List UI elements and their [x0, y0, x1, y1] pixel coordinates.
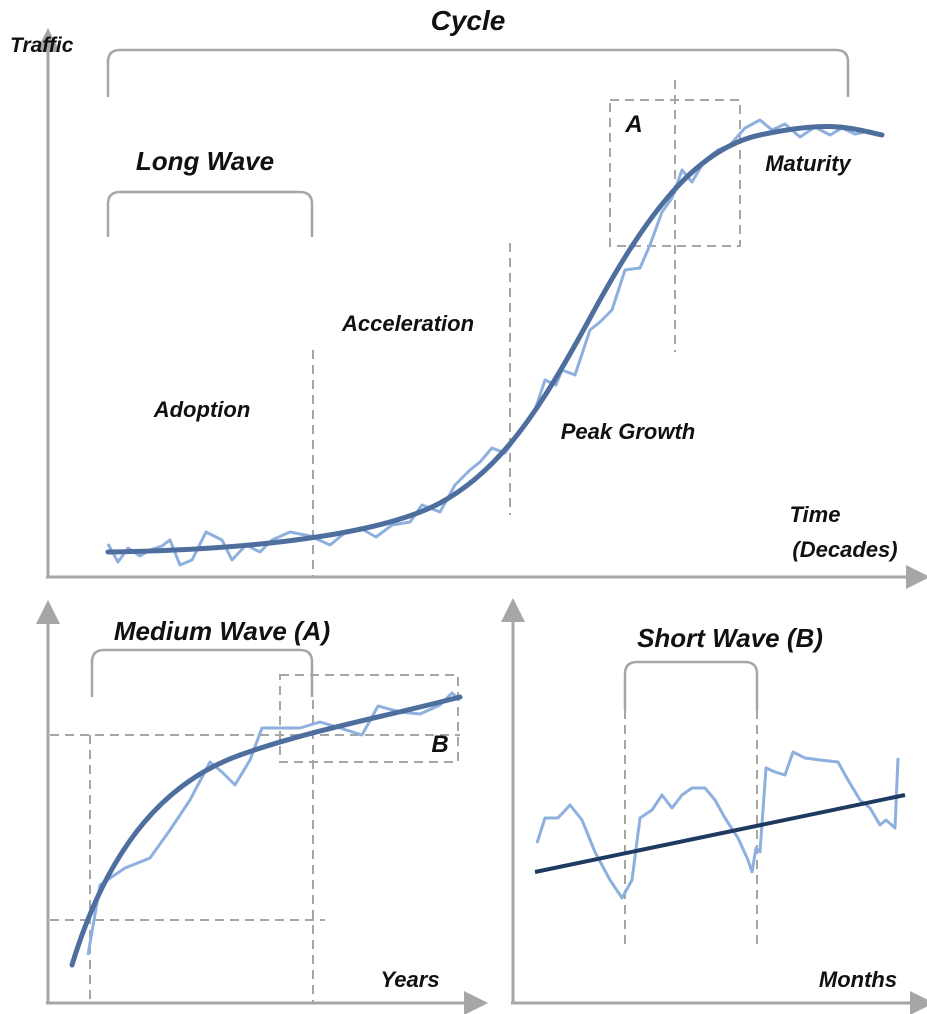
guide-lines — [50, 700, 460, 1003]
phase-label: Adoption — [153, 397, 251, 422]
short-wave-title: Short Wave (B) — [637, 623, 823, 653]
medium-wave-title: Medium Wave (A) — [114, 616, 330, 646]
guide-lines — [624, 710, 758, 948]
short-panel: Short Wave (B) Months — [501, 598, 927, 1014]
cycle-panel: Traffic Cycle Long Wave A Adoption Accel… — [10, 5, 927, 589]
phase-dividers — [312, 80, 676, 577]
short-wave-bracket — [623, 660, 759, 710]
box-a — [609, 99, 741, 247]
medium-smooth-curve — [69, 694, 463, 968]
x-axis-label: Months — [819, 967, 897, 992]
x-axis-label: Years — [380, 967, 439, 992]
box-b — [279, 674, 459, 763]
trend-line — [534, 793, 906, 874]
medium-panel: Medium Wave (A) B Years — [36, 600, 488, 1014]
x-axis-label: Time — [790, 502, 841, 527]
box-b-label: B — [431, 731, 448, 758]
phase-label: Peak Growth — [561, 419, 695, 444]
long-wave-bracket — [106, 190, 314, 237]
box-a-label: A — [624, 111, 642, 138]
cycle-title: Cycle — [431, 5, 506, 36]
traffic-noisy-line — [106, 118, 883, 567]
phase-label: Maturity — [765, 151, 852, 176]
cycle-bracket — [106, 48, 850, 97]
x-axis-label: (Decades) — [792, 537, 897, 562]
phase-label: Acceleration — [341, 311, 474, 336]
medium-wave-bracket — [90, 648, 314, 697]
y-axis-label: Traffic — [10, 34, 74, 57]
traffic-smooth-curve — [105, 123, 885, 555]
long-wave-label: Long Wave — [136, 146, 274, 176]
short-noisy-line — [535, 750, 900, 900]
medium-noisy-line — [86, 691, 461, 956]
